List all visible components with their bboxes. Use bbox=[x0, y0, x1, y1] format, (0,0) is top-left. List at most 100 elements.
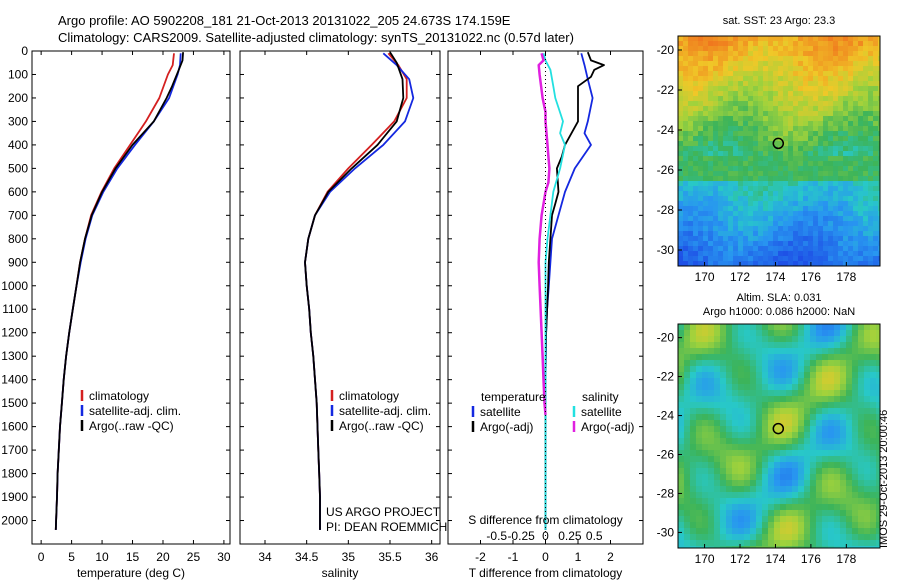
sst-map-cell bbox=[853, 61, 859, 67]
sst-map-cell bbox=[768, 146, 774, 152]
sla-map-cell bbox=[744, 504, 751, 511]
sla-map-cell bbox=[744, 342, 751, 349]
sst-map-cell bbox=[773, 241, 779, 247]
sst-map-cell bbox=[683, 106, 689, 112]
sla-map-cell bbox=[744, 324, 751, 331]
sst-map-cell bbox=[703, 206, 709, 212]
sst-map-cell bbox=[703, 236, 709, 242]
sla-map-cell bbox=[816, 510, 823, 517]
sst-map-cell bbox=[733, 131, 739, 137]
sla-map-cell bbox=[762, 420, 769, 427]
sst-map-cell bbox=[738, 176, 744, 182]
salinity-difference-tick-label: 0.5 bbox=[586, 529, 603, 543]
sla-map-cell bbox=[678, 498, 685, 505]
sla-map-cell bbox=[864, 414, 871, 421]
sla-map-cell bbox=[876, 426, 881, 433]
sst-map-cell bbox=[823, 126, 829, 132]
sla-map-cell bbox=[804, 510, 811, 517]
sla-map-cell bbox=[810, 396, 817, 403]
sla-map-cell bbox=[690, 504, 697, 511]
sla-map-cell bbox=[864, 342, 871, 349]
sst-map-cell bbox=[828, 206, 834, 212]
sst-map-cell bbox=[838, 236, 844, 242]
sst-map-cell bbox=[798, 216, 804, 222]
sla-map-cell bbox=[804, 372, 811, 379]
sst-map-cell bbox=[803, 151, 809, 157]
sst-map-cell bbox=[738, 191, 744, 197]
sst-map-cell bbox=[713, 36, 719, 42]
sst-map-cell bbox=[778, 221, 784, 227]
sla-map-cell bbox=[756, 498, 763, 505]
sst-map-cell bbox=[838, 226, 844, 232]
sla-map-cell bbox=[762, 456, 769, 463]
sst-map-cell bbox=[868, 181, 874, 187]
sst-map-cell bbox=[733, 81, 739, 87]
sst-map-cell bbox=[833, 181, 839, 187]
sst-map-cell bbox=[683, 216, 689, 222]
sla-map-cell bbox=[744, 414, 751, 421]
sst-map-cell bbox=[688, 201, 694, 207]
sla-map-cell bbox=[786, 354, 793, 361]
sst-map-cell bbox=[768, 96, 774, 102]
sst-map-cell bbox=[843, 241, 849, 247]
sst-map-cell bbox=[853, 126, 859, 132]
sst-map-cell bbox=[793, 61, 799, 67]
sst-map-cell bbox=[708, 161, 714, 167]
sla-map-cell bbox=[732, 486, 739, 493]
sst-map-cell bbox=[833, 51, 839, 57]
sla-map-cell bbox=[846, 420, 853, 427]
sst-map-cell bbox=[853, 151, 859, 157]
sla-map-cell bbox=[810, 420, 817, 427]
temperature-x-tick-label: 30 bbox=[217, 550, 231, 564]
sla-map-cell bbox=[876, 360, 881, 367]
sst-map-cell bbox=[868, 71, 874, 77]
salinity-difference-tick-label: 0 bbox=[542, 529, 549, 543]
temperature-x-tick-label: 10 bbox=[95, 550, 109, 564]
sst-map-cell bbox=[788, 146, 794, 152]
sla-map-cell bbox=[876, 516, 881, 523]
sla-map-cell bbox=[846, 408, 853, 415]
sst-map-cell bbox=[693, 141, 699, 147]
sst-map-cell bbox=[838, 151, 844, 157]
sla-map-cell bbox=[768, 432, 775, 439]
sst-map-cell bbox=[688, 121, 694, 127]
sst-map-cell bbox=[853, 166, 859, 172]
sst-map-cell bbox=[808, 51, 814, 57]
sst-map-cell bbox=[683, 41, 689, 47]
depth-tick-label: 1800 bbox=[1, 467, 28, 481]
sla-map-cell bbox=[780, 324, 787, 331]
sla-map-cell bbox=[864, 492, 871, 499]
sst-map-cell bbox=[688, 146, 694, 152]
sst-map-cell bbox=[713, 241, 719, 247]
sst-map-cell bbox=[833, 186, 839, 192]
sla-map-cell bbox=[702, 420, 709, 427]
sst-map-cell bbox=[823, 161, 829, 167]
sst-map-cell bbox=[798, 196, 804, 202]
sla-map-cell bbox=[858, 342, 865, 349]
sla-map-cell bbox=[756, 330, 763, 337]
sla-map-cell bbox=[696, 348, 703, 355]
sst-map-cell bbox=[773, 206, 779, 212]
sst-map-cell bbox=[873, 36, 879, 42]
sla-map-cell bbox=[696, 474, 703, 481]
sst-map-cell bbox=[833, 251, 839, 257]
sla-map-cell bbox=[684, 546, 691, 549]
sla-map-cell bbox=[798, 432, 805, 439]
sla-map-cell bbox=[870, 426, 877, 433]
sst-map-cell bbox=[863, 206, 869, 212]
sla-map-cell bbox=[690, 402, 697, 409]
sst-map-cell bbox=[773, 191, 779, 197]
sla-map-cell bbox=[852, 360, 859, 367]
sst-map-cell bbox=[808, 251, 814, 257]
sla-map-cell bbox=[762, 390, 769, 397]
sla-map-cell bbox=[864, 378, 871, 385]
sla-map-cell bbox=[714, 510, 721, 517]
sst-map-cell bbox=[688, 111, 694, 117]
sst-map-cell bbox=[703, 261, 709, 267]
sst-map-cell bbox=[868, 161, 874, 167]
sla-map-cell bbox=[738, 360, 745, 367]
sst-map-cell bbox=[753, 171, 759, 177]
sst-map-cell bbox=[713, 221, 719, 227]
salinity-series-argo-raw-qc- bbox=[304, 51, 405, 530]
sst-map-cell bbox=[808, 101, 814, 107]
